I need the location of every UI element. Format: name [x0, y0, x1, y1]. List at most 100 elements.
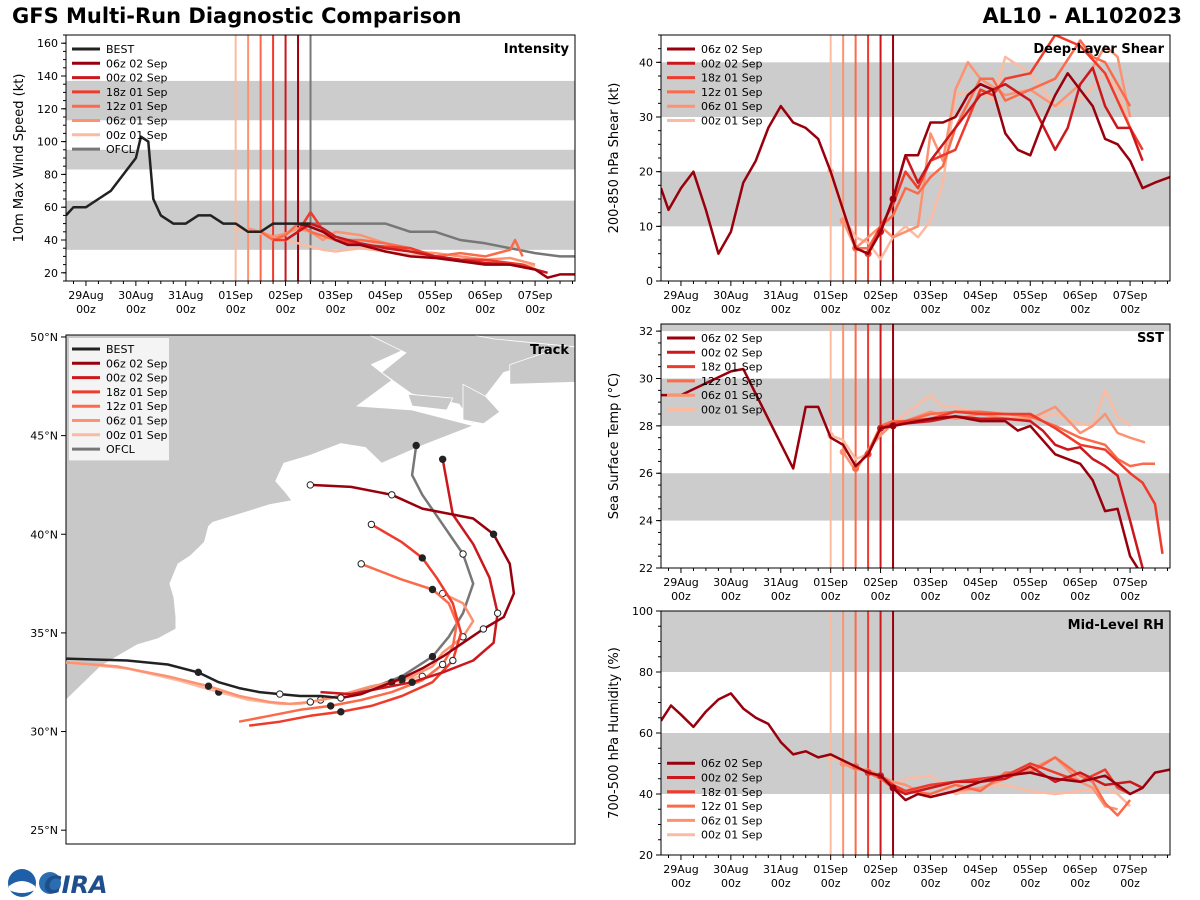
y-tick-label: 60 [44, 201, 58, 214]
legend-label: BEST [106, 43, 134, 56]
x-tick-label: 29Aug [663, 863, 698, 876]
cira-logo: CIRA [8, 869, 108, 899]
lat-tick-label: 25°N [30, 824, 58, 837]
x-tick-label: 00z [226, 303, 246, 316]
series-line [661, 367, 1139, 568]
y-axis-label: 200-850 hPa Shear (kt) [607, 83, 622, 234]
legend-label: 12z 01 Sep [701, 86, 763, 99]
legend-label: 12z 01 Sep [701, 375, 763, 388]
figure-title: GFS Multi-Run Diagnostic Comparison [12, 4, 462, 28]
x-tick-label: 00z [176, 303, 196, 316]
y-tick-label: 20 [44, 267, 58, 280]
legend-label: 00z 02 Sep [106, 372, 168, 385]
x-tick-label: 02Sep [863, 576, 898, 589]
land-newfoundland [509, 335, 575, 385]
legend-label: 00z 01 Sep [701, 829, 763, 842]
x-tick-label: 29Aug [663, 289, 698, 302]
series-line [880, 415, 1144, 568]
x-tick-label: 01Sep [813, 289, 848, 302]
y-tick-label: 80 [639, 666, 653, 679]
legend-label: OFCL [106, 443, 136, 456]
series-line [879, 66, 1144, 233]
x-tick-label: 00z [771, 877, 791, 890]
y-tick-label: 20 [639, 849, 653, 862]
legend-label: 06z 02 Sep [701, 332, 763, 345]
x-tick-label: 00z [475, 303, 495, 316]
lat-tick-label: 30°N [30, 726, 58, 739]
plot-frame [660, 323, 1171, 569]
x-tick-label: 05Sep [1013, 576, 1048, 589]
track-line [238, 562, 459, 723]
y-tick-label: 40 [639, 56, 653, 69]
y-tick-label: 28 [639, 420, 653, 433]
legend-label: 00z 02 Sep [701, 772, 763, 785]
track-position-marker [204, 682, 213, 690]
x-tick-label: 30Aug [118, 289, 153, 302]
y-tick-label: 0 [646, 275, 653, 288]
legend-label: 12z 01 Sep [701, 800, 763, 813]
track-position-marker [459, 550, 467, 558]
panel-rh: 2040608010029Aug00z30Aug00z31Aug00z01Sep… [607, 605, 1171, 890]
x-tick-label: 04Sep [963, 289, 998, 302]
legend-label: 18z 01 Sep [701, 786, 763, 799]
panel-title: Mid-Level RH [1068, 618, 1164, 633]
track-position-marker [194, 668, 203, 677]
shaded-band [661, 611, 1170, 672]
track-position-marker [449, 656, 457, 665]
x-tick-label: 00z [921, 877, 941, 890]
x-tick-label: 00z [671, 590, 691, 603]
track-position-marker [428, 585, 437, 594]
x-tick-label: 07Sep [1113, 576, 1148, 589]
x-tick-label: 00z [771, 303, 791, 316]
y-tick-label: 20 [639, 166, 653, 179]
track-position-marker [357, 560, 365, 568]
track-position-marker [337, 708, 345, 716]
x-tick-label: 00z [771, 590, 791, 603]
y-tick-label: 40 [44, 234, 58, 247]
x-tick-label: 31Aug [763, 863, 798, 876]
legend-label: 18z 01 Sep [701, 361, 763, 374]
init-marker [889, 195, 897, 203]
legend-label: 06z 01 Sep [106, 115, 168, 128]
x-tick-label: 00z [871, 590, 891, 603]
x-tick-label: 00z [1020, 590, 1040, 603]
y-tick-label: 100 [37, 136, 58, 149]
x-tick-label: 02Sep [268, 289, 303, 302]
shaded-band [661, 324, 1170, 332]
x-tick-label: 00z [326, 303, 346, 316]
track-position-marker [306, 698, 315, 706]
shaded-band [661, 171, 1170, 227]
track-position-marker [493, 609, 502, 617]
track-line [66, 657, 342, 700]
legend-label: 12z 01 Sep [106, 100, 168, 113]
series-line [259, 222, 524, 258]
x-tick-label: 03Sep [913, 576, 948, 589]
x-tick-label: 03Sep [318, 289, 353, 302]
x-tick-label: 04Sep [368, 289, 403, 302]
init-marker [852, 465, 860, 473]
y-tick-label: 26 [639, 467, 653, 480]
series-line [66, 135, 311, 234]
track-position-marker [276, 690, 284, 698]
x-tick-label: 00z [821, 303, 841, 316]
track-position-marker [438, 660, 447, 669]
legend-label: 00z 01 Sep [701, 115, 763, 128]
lat-tick-label: 40°N [30, 528, 58, 541]
series-line [661, 692, 1170, 802]
series-line [855, 39, 1132, 250]
track-position-marker [428, 652, 437, 661]
shaded-band [66, 149, 575, 170]
x-tick-label: 00z [1070, 590, 1090, 603]
legend-label: 12z 01 Sep [106, 400, 168, 413]
x-tick-label: 00z [671, 877, 691, 890]
x-tick-label: 00z [425, 303, 445, 316]
logo-text: CIRA [44, 871, 108, 899]
x-tick-label: 00z [76, 303, 96, 316]
x-tick-label: 06Sep [468, 289, 503, 302]
track-position-marker [438, 455, 447, 463]
x-tick-label: 00z [721, 877, 741, 890]
track-position-marker [418, 554, 426, 562]
y-tick-label: 60 [639, 727, 653, 740]
series-line [298, 222, 575, 258]
track-position-marker [326, 702, 335, 710]
